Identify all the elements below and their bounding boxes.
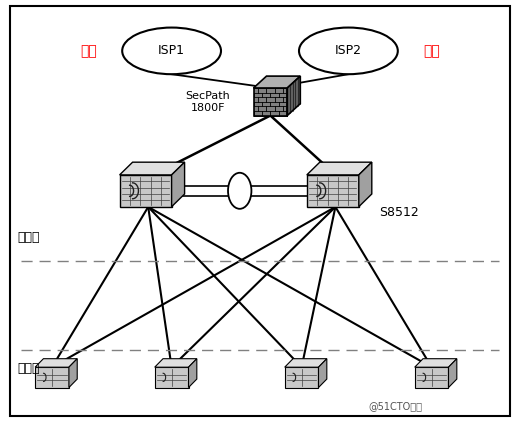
Text: ISP1: ISP1: [158, 45, 185, 57]
Polygon shape: [285, 359, 327, 367]
Text: @51CTO博客: @51CTO博客: [368, 401, 422, 411]
Polygon shape: [318, 359, 327, 388]
Polygon shape: [415, 367, 448, 388]
Polygon shape: [307, 162, 372, 175]
Polygon shape: [415, 359, 457, 367]
Text: SecPath
1800F: SecPath 1800F: [186, 91, 230, 112]
Polygon shape: [307, 175, 359, 206]
Polygon shape: [155, 359, 197, 367]
Ellipse shape: [122, 28, 221, 74]
Polygon shape: [35, 359, 77, 367]
Text: ISP2: ISP2: [335, 45, 362, 57]
Ellipse shape: [299, 28, 398, 74]
Polygon shape: [120, 162, 185, 175]
Text: S8512: S8512: [380, 206, 419, 218]
Polygon shape: [172, 162, 185, 206]
Text: 核心层: 核心层: [17, 231, 40, 244]
Polygon shape: [359, 162, 372, 206]
Polygon shape: [448, 359, 457, 388]
Polygon shape: [155, 367, 189, 388]
Polygon shape: [189, 359, 197, 388]
Text: 电信: 电信: [80, 44, 97, 58]
Polygon shape: [120, 175, 172, 206]
Polygon shape: [69, 359, 77, 388]
Polygon shape: [254, 88, 288, 115]
Text: 联通: 联通: [423, 44, 440, 58]
Ellipse shape: [228, 173, 251, 209]
Text: 接入层: 接入层: [17, 363, 40, 375]
Polygon shape: [35, 367, 69, 388]
Polygon shape: [254, 76, 301, 88]
Polygon shape: [285, 367, 318, 388]
Polygon shape: [288, 76, 301, 115]
